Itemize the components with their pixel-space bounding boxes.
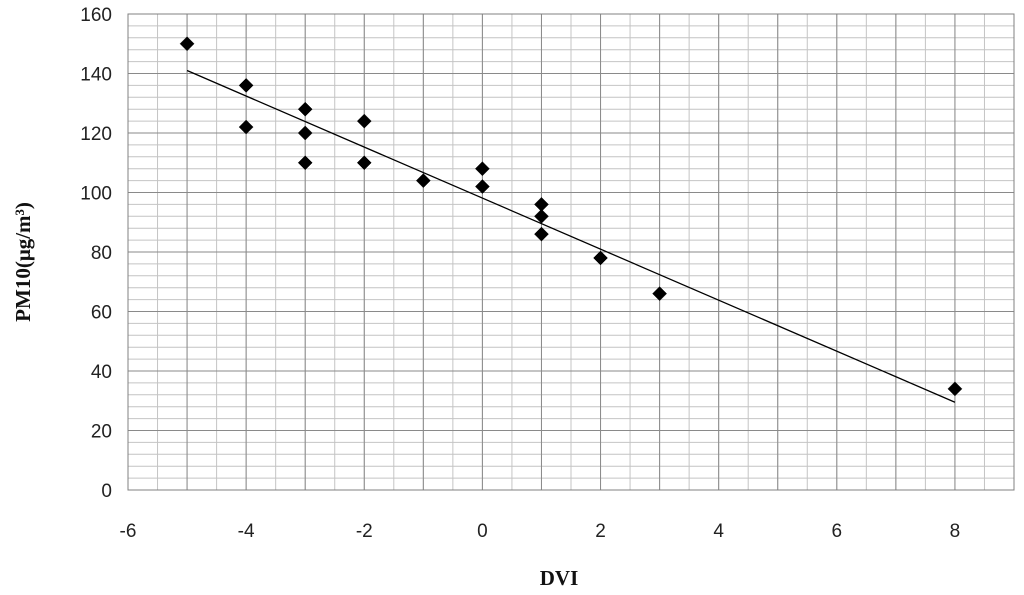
x-axis-title: DVI bbox=[540, 566, 579, 590]
data-point bbox=[947, 381, 963, 397]
y-tick-label: 40 bbox=[91, 362, 112, 383]
plot-area bbox=[127, 13, 1015, 491]
data-point bbox=[238, 78, 254, 93]
data-point bbox=[238, 119, 254, 135]
data-point bbox=[475, 179, 490, 194]
data-point bbox=[297, 101, 313, 117]
data-point bbox=[415, 173, 431, 188]
trendline bbox=[186, 69, 956, 403]
x-axis-tick-labels: -6 -4 -2 0 2 4 6 8 bbox=[120, 521, 961, 542]
x-tick-label: 2 bbox=[595, 521, 606, 542]
y-tick-label: 120 bbox=[80, 124, 112, 145]
y-tick-label: 100 bbox=[80, 184, 112, 205]
data-point bbox=[475, 161, 490, 177]
y-axis-title: PM10(μg/m³) bbox=[11, 202, 35, 322]
y-tick-label: 140 bbox=[80, 65, 112, 86]
x-tick-label: -2 bbox=[356, 521, 373, 542]
data-point bbox=[593, 250, 608, 266]
data-point bbox=[534, 208, 549, 224]
data-point bbox=[297, 125, 313, 141]
data-point bbox=[356, 113, 372, 129]
x-tick-label: -6 bbox=[120, 521, 137, 542]
y-tick-label: 80 bbox=[91, 243, 112, 264]
data-point bbox=[652, 286, 667, 302]
x-tick-label: 4 bbox=[713, 521, 724, 542]
y-tick-label: 160 bbox=[80, 5, 112, 26]
data-point bbox=[297, 155, 313, 171]
y-tick-label: 20 bbox=[91, 422, 112, 443]
data-points bbox=[179, 36, 963, 397]
data-point bbox=[179, 36, 195, 52]
y-axis-tick-labels: 0 20 40 60 80 100 120 140 160 bbox=[80, 5, 112, 502]
trendline-group bbox=[186, 69, 956, 403]
x-tick-label: 8 bbox=[950, 521, 961, 542]
data-point bbox=[534, 226, 549, 242]
y-tick-label: 0 bbox=[101, 481, 112, 502]
data-point bbox=[356, 155, 372, 171]
y-tick-label: 60 bbox=[91, 303, 112, 324]
x-tick-label: -4 bbox=[238, 521, 255, 542]
x-tick-label: 0 bbox=[477, 521, 488, 542]
x-tick-label: 6 bbox=[832, 521, 843, 542]
